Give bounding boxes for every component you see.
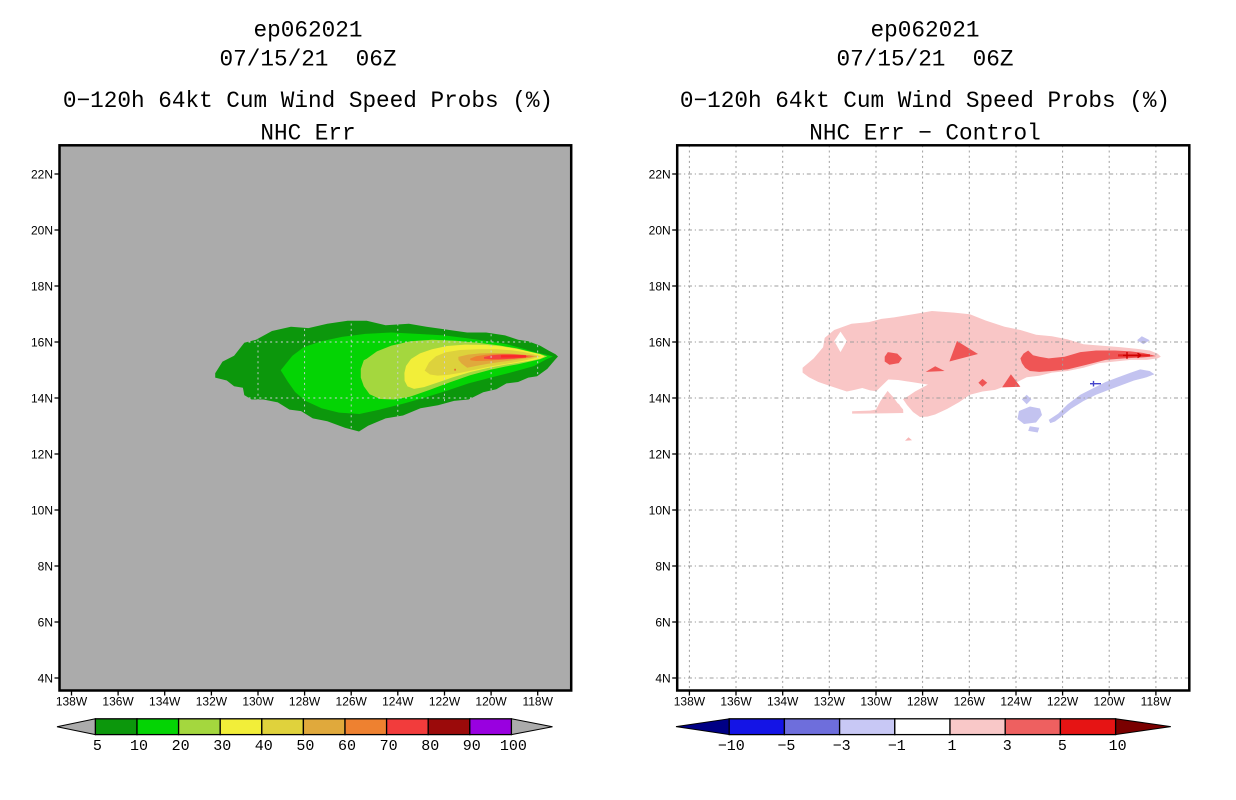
svg-text:20N: 20N bbox=[31, 224, 53, 238]
svg-text:130W: 130W bbox=[242, 695, 274, 709]
svg-text:10N: 10N bbox=[649, 504, 671, 518]
svg-text:6N: 6N bbox=[38, 616, 53, 630]
svg-text:120W: 120W bbox=[475, 695, 507, 709]
svg-text:4N: 4N bbox=[655, 672, 670, 686]
svg-text:128W: 128W bbox=[289, 695, 321, 709]
svg-text:134W: 134W bbox=[149, 695, 181, 709]
svg-text:22N: 22N bbox=[649, 168, 671, 182]
svg-text:126W: 126W bbox=[954, 695, 986, 709]
svg-text:20: 20 bbox=[172, 738, 190, 755]
svg-text:0−120h 64kt Cum Wind Speed Pro: 0−120h 64kt Cum Wind Speed Probs (%) bbox=[63, 88, 553, 114]
svg-text:126W: 126W bbox=[336, 695, 368, 709]
svg-text:124W: 124W bbox=[1000, 695, 1032, 709]
svg-text:−5: −5 bbox=[777, 738, 795, 755]
svg-text:6N: 6N bbox=[655, 616, 670, 630]
svg-text:118W: 118W bbox=[522, 695, 553, 709]
svg-text:70: 70 bbox=[380, 738, 398, 755]
svg-text:118W: 118W bbox=[1141, 695, 1172, 709]
svg-text:50: 50 bbox=[296, 738, 314, 755]
svg-text:07/15/21 06Z: 07/15/21 06Z bbox=[837, 46, 1014, 72]
svg-text:NHC Err: NHC Err bbox=[260, 120, 355, 146]
svg-text:128W: 128W bbox=[907, 695, 939, 709]
svg-text:3: 3 bbox=[1003, 738, 1012, 755]
svg-text:136W: 136W bbox=[102, 695, 134, 709]
svg-text:18N: 18N bbox=[649, 280, 671, 294]
svg-text:120W: 120W bbox=[1094, 695, 1126, 709]
svg-text:16N: 16N bbox=[649, 336, 671, 350]
svg-text:−1: −1 bbox=[888, 738, 906, 755]
svg-text:12N: 12N bbox=[31, 448, 53, 462]
svg-text:134W: 134W bbox=[767, 695, 799, 709]
svg-text:5: 5 bbox=[1058, 738, 1067, 755]
svg-text:136W: 136W bbox=[720, 695, 752, 709]
svg-text:30: 30 bbox=[213, 738, 231, 755]
svg-text:ep062021: ep062021 bbox=[871, 18, 980, 44]
svg-text:80: 80 bbox=[421, 738, 439, 755]
svg-text:122W: 122W bbox=[429, 695, 461, 709]
svg-text:4N: 4N bbox=[38, 672, 53, 686]
svg-text:ep062021: ep062021 bbox=[254, 18, 363, 44]
svg-text:−3: −3 bbox=[833, 738, 851, 755]
svg-text:10: 10 bbox=[1109, 738, 1127, 755]
svg-text:NHC Err − Control: NHC Err − Control bbox=[809, 120, 1040, 146]
svg-text:130W: 130W bbox=[860, 695, 892, 709]
svg-text:124W: 124W bbox=[382, 695, 414, 709]
svg-text:100: 100 bbox=[500, 738, 527, 755]
svg-text:16N: 16N bbox=[31, 336, 53, 350]
svg-text:138W: 138W bbox=[56, 695, 88, 709]
svg-text:5: 5 bbox=[93, 738, 102, 755]
svg-text:−10: −10 bbox=[718, 738, 745, 755]
svg-text:138W: 138W bbox=[674, 695, 706, 709]
svg-text:8N: 8N bbox=[655, 560, 670, 574]
svg-text:14N: 14N bbox=[31, 392, 53, 406]
svg-text:132W: 132W bbox=[196, 695, 228, 709]
svg-text:132W: 132W bbox=[814, 695, 846, 709]
svg-text:90: 90 bbox=[463, 738, 481, 755]
svg-text:20N: 20N bbox=[649, 224, 671, 238]
svg-text:1: 1 bbox=[947, 738, 956, 755]
svg-text:10: 10 bbox=[130, 738, 148, 755]
svg-text:122W: 122W bbox=[1047, 695, 1079, 709]
svg-text:22N: 22N bbox=[31, 168, 53, 182]
svg-text:40: 40 bbox=[255, 738, 273, 755]
svg-text:18N: 18N bbox=[31, 280, 53, 294]
svg-text:07/15/21 06Z: 07/15/21 06Z bbox=[220, 46, 397, 72]
svg-text:0−120h 64kt Cum Wind Speed Pro: 0−120h 64kt Cum Wind Speed Probs (%) bbox=[680, 88, 1170, 114]
svg-text:14N: 14N bbox=[649, 392, 671, 406]
svg-text:60: 60 bbox=[338, 738, 356, 755]
svg-text:8N: 8N bbox=[38, 560, 53, 574]
svg-text:12N: 12N bbox=[649, 448, 671, 462]
svg-text:10N: 10N bbox=[31, 504, 53, 518]
